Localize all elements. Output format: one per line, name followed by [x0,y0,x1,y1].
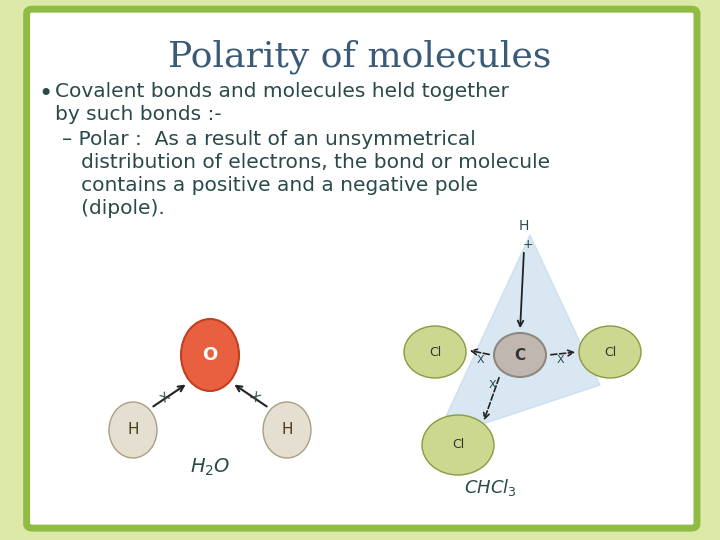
Text: Cl: Cl [452,438,464,451]
Text: Covalent bonds and molecules held together: Covalent bonds and molecules held togeth… [55,82,509,101]
Text: by such bonds :-: by such bonds :- [55,105,222,124]
Text: X: X [476,355,484,365]
Text: X: X [488,380,496,390]
Ellipse shape [579,326,641,378]
Polygon shape [435,235,600,440]
Text: X: X [247,390,262,405]
Text: – Polar :  As a result of an unsymmetrical: – Polar : As a result of an unsymmetrica… [62,130,476,149]
Text: X: X [158,390,173,405]
Text: H: H [282,422,293,437]
Text: distribution of electrons, the bond or molecule: distribution of electrons, the bond or m… [62,153,550,172]
Text: •: • [38,82,53,106]
Text: H: H [519,219,529,233]
Ellipse shape [422,415,494,475]
Ellipse shape [181,319,239,391]
Text: C: C [514,348,526,362]
Text: (dipole).: (dipole). [62,199,165,218]
Ellipse shape [494,333,546,377]
Text: contains a positive and a negative pole: contains a positive and a negative pole [62,176,478,195]
Text: Polarity of molecules: Polarity of molecules [168,40,552,75]
Text: H: H [127,422,139,437]
Text: X: X [556,355,564,365]
Ellipse shape [404,326,466,378]
Text: Cl: Cl [604,346,616,359]
Ellipse shape [263,402,311,458]
Text: $CHCl_3$: $CHCl_3$ [464,477,516,498]
Ellipse shape [109,402,157,458]
Text: O: O [202,346,217,364]
Text: +: + [523,239,534,252]
Text: Cl: Cl [429,346,441,359]
Text: $H_2O$: $H_2O$ [190,457,230,478]
